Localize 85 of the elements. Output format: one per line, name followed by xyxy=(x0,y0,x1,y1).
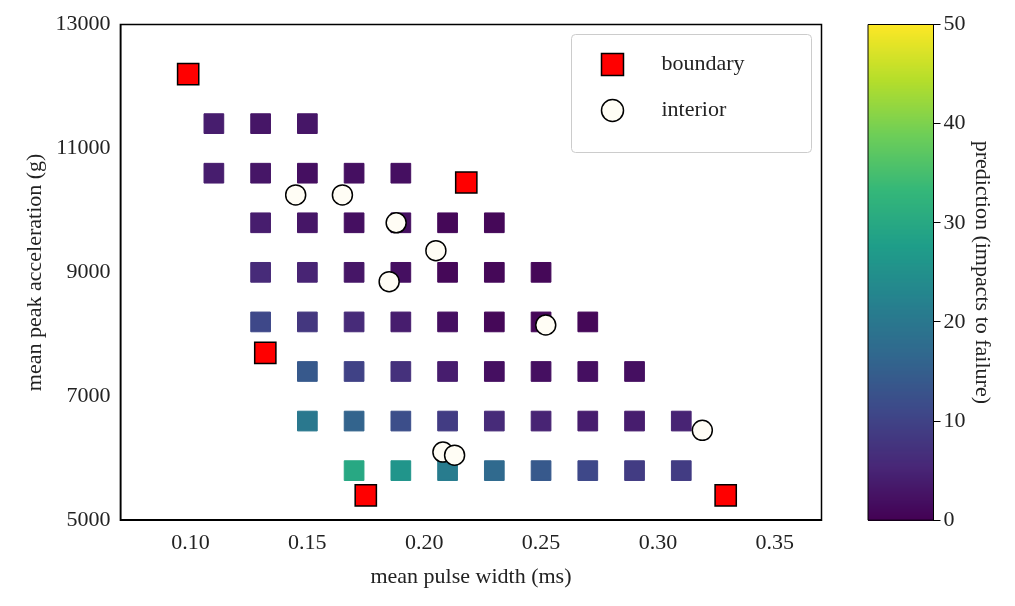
y-tick-label: 13000 xyxy=(55,10,111,36)
color-bar-label: 20 xyxy=(943,307,966,333)
color-bar-label: 40 xyxy=(943,109,966,135)
point xyxy=(250,311,271,333)
point xyxy=(284,184,307,206)
y-tick-label: 9000 xyxy=(66,258,111,284)
y-tick-label: 5000 xyxy=(66,505,111,531)
point xyxy=(530,410,552,432)
point xyxy=(343,311,365,333)
point xyxy=(250,162,271,184)
point xyxy=(297,410,318,432)
point xyxy=(297,212,318,234)
point xyxy=(390,311,412,333)
point xyxy=(437,262,458,283)
color-bar-label: 30 xyxy=(943,208,966,234)
color-bar-label: 10 xyxy=(943,406,966,432)
point xyxy=(343,460,365,481)
point xyxy=(437,212,458,234)
point xyxy=(437,361,458,382)
point xyxy=(691,419,714,442)
point xyxy=(483,212,505,234)
point xyxy=(425,239,447,262)
point xyxy=(343,262,365,283)
x-tick-label: 0.35 xyxy=(755,529,795,555)
point xyxy=(390,460,412,481)
x-tick-label: 0.15 xyxy=(288,529,327,555)
x-tick-label: 0.30 xyxy=(638,529,678,555)
point xyxy=(343,361,365,382)
point xyxy=(297,162,318,184)
point xyxy=(577,311,599,333)
point xyxy=(297,361,318,382)
point xyxy=(343,162,365,184)
point xyxy=(297,262,318,283)
point xyxy=(378,270,400,293)
point xyxy=(530,262,552,283)
point xyxy=(530,460,552,481)
color-bar-label: 50 xyxy=(943,10,966,36)
point xyxy=(454,171,478,194)
point xyxy=(483,311,505,333)
point xyxy=(253,341,277,365)
point xyxy=(624,361,645,382)
point xyxy=(343,212,365,234)
point xyxy=(354,484,378,507)
point xyxy=(437,410,458,432)
point xyxy=(390,361,412,382)
point xyxy=(331,184,354,206)
color-bar-title: prediction (impacts to failure) xyxy=(971,140,997,404)
point xyxy=(624,410,645,432)
point xyxy=(577,410,599,432)
legend-label: boundary xyxy=(661,50,745,76)
point xyxy=(530,361,552,382)
point xyxy=(385,212,407,234)
point xyxy=(714,484,738,507)
legend-label: interior xyxy=(661,96,727,122)
x-axis-title: mean pulse width (ms) xyxy=(370,562,572,588)
point xyxy=(443,444,466,466)
color-bar-label: 0 xyxy=(943,505,955,531)
point xyxy=(203,162,225,184)
point xyxy=(297,311,318,333)
point xyxy=(577,460,599,481)
point xyxy=(483,262,505,283)
point xyxy=(534,314,557,336)
point xyxy=(250,262,271,283)
point xyxy=(483,361,505,382)
point xyxy=(176,62,200,86)
y-tick-label: 7000 xyxy=(66,382,111,408)
point xyxy=(297,113,318,134)
point xyxy=(670,460,692,481)
y-tick-label: 11000 xyxy=(56,134,111,160)
point xyxy=(483,410,505,432)
point xyxy=(437,311,458,333)
point xyxy=(483,460,505,481)
point xyxy=(390,162,412,184)
point xyxy=(343,410,365,432)
point xyxy=(250,113,271,134)
point xyxy=(670,410,692,432)
point xyxy=(203,113,225,134)
point xyxy=(577,361,599,382)
x-tick-label: 0.25 xyxy=(521,529,561,555)
x-tick-label: 0.20 xyxy=(404,529,444,555)
point xyxy=(390,410,412,432)
y-axis-title: mean peak acceleration (g) xyxy=(20,153,46,392)
point xyxy=(624,460,645,481)
x-tick-label: 0.10 xyxy=(171,529,210,555)
point xyxy=(250,212,271,234)
